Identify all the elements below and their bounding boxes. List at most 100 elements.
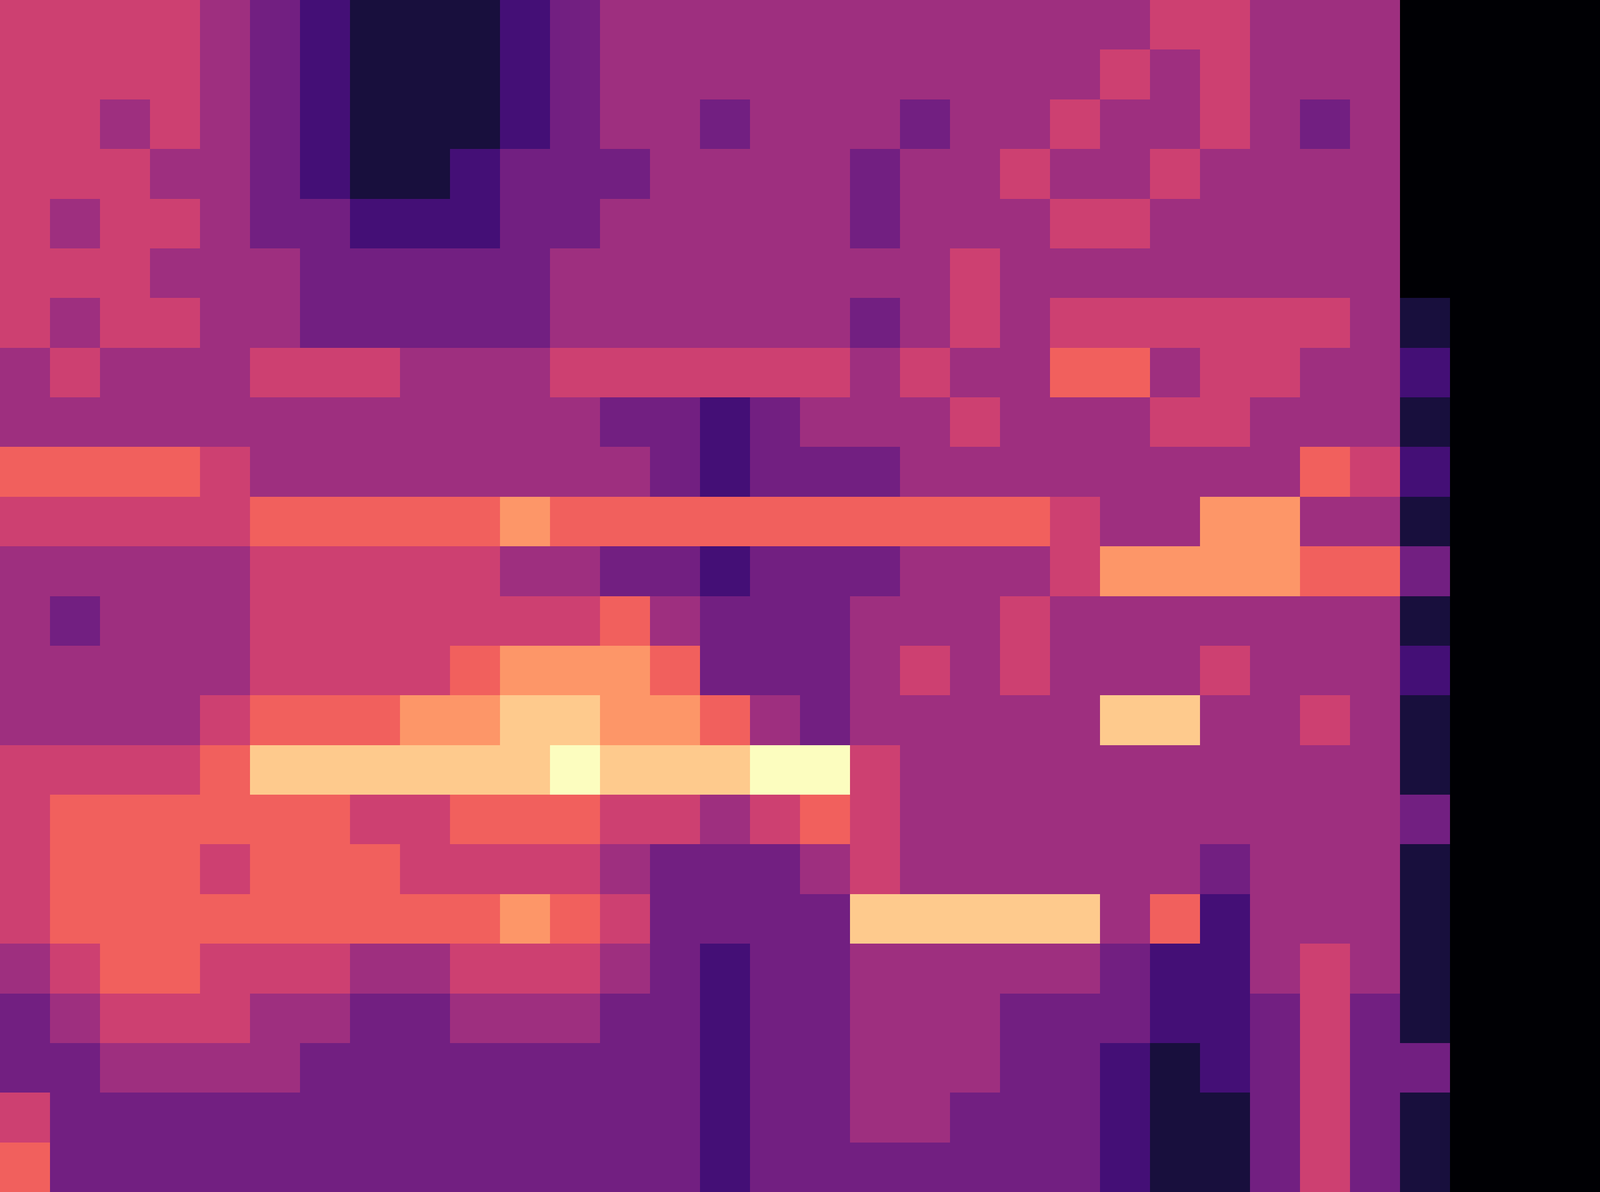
cell xyxy=(800,1142,851,1192)
cell xyxy=(1550,248,1600,299)
cell xyxy=(1550,397,1600,448)
cell xyxy=(100,198,151,249)
cell xyxy=(1350,794,1401,845)
cell xyxy=(800,645,851,696)
cell xyxy=(500,446,551,497)
cell xyxy=(1450,496,1501,547)
cell xyxy=(150,148,201,199)
cell xyxy=(1350,894,1401,945)
cell xyxy=(250,1142,301,1192)
cell xyxy=(1500,1142,1551,1192)
cell xyxy=(100,596,151,647)
cell xyxy=(700,993,751,1044)
cell xyxy=(400,1142,451,1192)
cell xyxy=(1250,596,1301,647)
cell xyxy=(300,546,351,597)
cell xyxy=(700,695,751,746)
cell xyxy=(850,248,901,299)
cell xyxy=(600,894,651,945)
cell xyxy=(500,347,551,398)
cell xyxy=(650,347,701,398)
cell xyxy=(1400,546,1451,597)
cell xyxy=(850,993,901,1044)
cell xyxy=(1000,248,1051,299)
cell xyxy=(1550,49,1600,100)
cell xyxy=(50,49,101,100)
cell xyxy=(200,397,251,448)
cell xyxy=(600,745,651,796)
cell xyxy=(300,248,351,299)
cell xyxy=(50,198,101,249)
cell xyxy=(400,99,451,150)
cell xyxy=(50,645,101,696)
cell xyxy=(1000,993,1051,1044)
cell xyxy=(600,397,651,448)
cell xyxy=(200,943,251,994)
cell xyxy=(800,297,851,348)
cell xyxy=(800,844,851,895)
cell xyxy=(1450,99,1501,150)
cell xyxy=(1100,695,1151,746)
cell xyxy=(1000,496,1051,547)
cell xyxy=(850,148,901,199)
cell xyxy=(1200,894,1251,945)
cell xyxy=(1100,0,1151,50)
cell xyxy=(550,894,601,945)
cell xyxy=(200,0,251,50)
cell xyxy=(0,347,51,398)
cell xyxy=(1400,99,1451,150)
cell xyxy=(1400,347,1451,398)
cell xyxy=(1350,0,1401,50)
cell xyxy=(1400,446,1451,497)
cell xyxy=(1050,794,1101,845)
cell xyxy=(450,695,501,746)
cell xyxy=(1350,1043,1401,1094)
cell xyxy=(1000,446,1051,497)
cell xyxy=(1150,1142,1201,1192)
cell xyxy=(250,546,301,597)
cell xyxy=(50,297,101,348)
cell xyxy=(950,397,1001,448)
cell xyxy=(950,0,1001,50)
cell xyxy=(150,198,201,249)
cell xyxy=(700,198,751,249)
cell xyxy=(950,943,1001,994)
cell xyxy=(950,794,1001,845)
cell xyxy=(750,993,801,1044)
cell xyxy=(1500,0,1551,50)
cell xyxy=(700,99,751,150)
cell xyxy=(850,546,901,597)
cell xyxy=(850,794,901,845)
cell xyxy=(950,645,1001,696)
cell xyxy=(750,844,801,895)
cell xyxy=(1500,844,1551,895)
cell xyxy=(350,894,401,945)
cell xyxy=(1200,943,1251,994)
cell xyxy=(1450,1092,1501,1143)
cell xyxy=(650,894,701,945)
cell xyxy=(900,496,951,547)
cell xyxy=(450,645,501,696)
cell xyxy=(1450,198,1501,249)
cell xyxy=(750,248,801,299)
cell xyxy=(1400,1092,1451,1143)
cell xyxy=(1400,148,1451,199)
cell xyxy=(1350,248,1401,299)
cell xyxy=(300,148,351,199)
cell xyxy=(250,496,301,547)
cell xyxy=(350,496,401,547)
cell xyxy=(450,397,501,448)
cell xyxy=(450,297,501,348)
cell xyxy=(700,248,751,299)
cell xyxy=(50,397,101,448)
cell xyxy=(1500,943,1551,994)
cell xyxy=(1300,943,1351,994)
cell xyxy=(1350,297,1401,348)
cell xyxy=(1550,198,1600,249)
cell xyxy=(150,844,201,895)
cell xyxy=(1100,894,1151,945)
cell xyxy=(1100,546,1151,597)
cell xyxy=(1500,496,1551,547)
cell xyxy=(800,894,851,945)
cell xyxy=(400,596,451,647)
